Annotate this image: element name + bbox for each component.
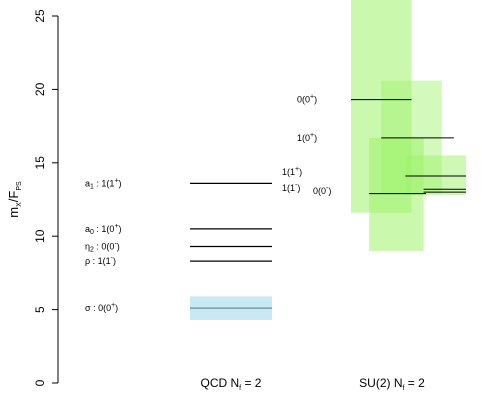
su2-label-sup: +	[310, 94, 314, 101]
qcd-label-post: )	[119, 178, 122, 188]
qcd-label-post: )	[113, 256, 116, 266]
qcd-label-mid: : 0(0	[91, 303, 112, 313]
su2-box-0-0minus	[405, 155, 466, 196]
group-label-qcd-text: QCD N	[201, 376, 240, 390]
su2-label-post: )	[314, 133, 317, 143]
y-axis-label: mX/FPS	[6, 181, 23, 218]
su2-label-text: 1(0	[297, 133, 310, 143]
qcd-group: a1 : 1(1+)a0 : 1(0+)η2 : 0(0-)ρ : 1(1-)σ…	[85, 177, 272, 320]
group-label-qcd: QCD Nf = 2	[201, 376, 262, 392]
qcd-label-mid: : 1(1	[90, 256, 111, 266]
group-label-qcd-rest: = 2	[241, 376, 262, 390]
group-label-su2-sub: f	[403, 385, 405, 392]
qcd-label-sub: 0	[90, 229, 94, 236]
qcd-label-a0: a0 : 1(0+)	[85, 223, 122, 236]
qcd-label-rho: ρ : 1(1-)	[85, 255, 116, 266]
qcd-label-sub: 1	[90, 183, 94, 190]
su2-label-sup: -	[326, 185, 329, 192]
ylabel-sub1: X	[16, 202, 23, 207]
su2-boxes	[351, 0, 466, 251]
qcd-label-pre: a	[85, 224, 90, 234]
su2-label-post: )	[299, 167, 302, 177]
qcd-label-sigma: σ : 0(0+)	[85, 302, 118, 313]
group-label-su2: SU(2) Nf = 2	[359, 376, 425, 392]
su2-label-sup: -	[295, 182, 298, 189]
qcd-label-sup: -	[114, 240, 117, 247]
group-label-qcd-sub: f	[239, 385, 241, 392]
qcd-label-a1: a1 : 1(1+)	[85, 177, 122, 190]
group-label-su2-rest: = 2	[404, 376, 425, 390]
qcd-label-post: )	[117, 241, 120, 251]
group-label-su2-text: SU(2) N	[359, 376, 402, 390]
ylabel-sub2: PS	[16, 181, 23, 191]
su2-label-text: 1(1	[282, 167, 295, 177]
y-tick-label-10: 10	[33, 229, 47, 243]
qcd-label-pre: η	[85, 241, 90, 251]
qcd-label-eta2: η2 : 0(0-)	[85, 240, 120, 253]
ylabel-sep: /F	[6, 191, 21, 203]
qcd-label-mid: : 0(0	[94, 241, 115, 251]
su2-label-0-0minus: 0(0-)	[313, 185, 331, 196]
su2-label-sup: +	[310, 132, 314, 139]
qcd-label-sub: 2	[90, 246, 94, 253]
y-tick-label-0: 0	[33, 379, 47, 386]
qcd-label-mid: : 1(0	[94, 224, 115, 234]
y-tick-label-20: 20	[33, 82, 47, 96]
qcd-label-sup: +	[114, 177, 118, 184]
y-tick-label-5: 5	[33, 306, 47, 313]
su2-label-text: 0(0	[297, 95, 310, 105]
qcd-label-sup: +	[111, 302, 115, 309]
su2-labels: 0(0+)1(0+)1(1+)1(1-) 0(0-)	[282, 94, 331, 196]
ylabel-main: m	[6, 207, 21, 218]
qcd-label-post: )	[115, 303, 118, 313]
su2-label-1-1plus: 1(0+)	[297, 132, 317, 143]
su2-label-0-0plus: 0(0+)	[297, 94, 317, 105]
qcd-label-sup: +	[114, 223, 118, 230]
qcd-label-pre: σ	[85, 303, 91, 313]
su2-label-1-1plus-b: 1(1+)	[282, 166, 302, 177]
su2-label-post: )	[314, 95, 317, 105]
su2-label-text: 0(0	[313, 186, 326, 196]
y-tick-label-15: 15	[33, 156, 47, 170]
qcd-label-pre: ρ	[85, 256, 90, 266]
y-tick-label-25: 25	[33, 9, 47, 23]
su2-levels	[351, 99, 466, 195]
su2-label-post: )	[297, 183, 300, 193]
qcd-label-mid: : 1(1	[94, 178, 115, 188]
su2-label-text: 1(1	[282, 183, 295, 193]
su2-label-1-1minus: 1(1-)	[282, 182, 300, 193]
su2-label-sup: +	[295, 166, 299, 173]
qcd-label-pre: a	[85, 178, 90, 188]
qcd-label-post: )	[119, 224, 122, 234]
y-ticks: 0 5 10 15 20 25	[33, 9, 58, 386]
qcd-label-sup: -	[111, 255, 114, 262]
su2-label-post: )	[328, 186, 331, 196]
